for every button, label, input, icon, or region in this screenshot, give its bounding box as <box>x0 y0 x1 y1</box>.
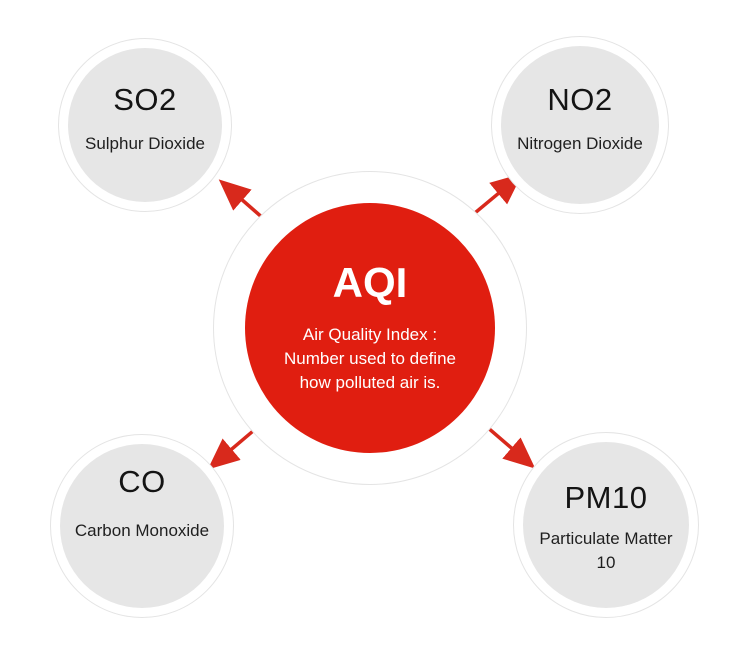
aqi-description-line-3: how polluted air is. <box>299 373 441 392</box>
pm10-title: PM10 <box>564 480 648 515</box>
no2-title: NO2 <box>547 82 613 117</box>
pm10-subtitle-line-1: Particulate Matter <box>539 529 673 548</box>
co-subtitle: Carbon Monoxide <box>74 521 210 540</box>
aqi-title: AQI <box>332 259 408 306</box>
pm10-node: PM10 Particulate Matter 10 <box>523 442 689 608</box>
so2-subtitle: Sulphur Dioxide <box>84 134 205 153</box>
aqi-description-line-1: Air Quality Index : <box>302 325 438 344</box>
no2-subtitle: Nitrogen Dioxide <box>517 134 643 153</box>
co-node: CO Carbon Monoxide <box>60 444 224 608</box>
pm10-subtitle-line-2: 10 <box>596 553 616 572</box>
no2-node: NO2 Nitrogen Dioxide <box>501 46 659 204</box>
so2-node: SO2 Sulphur Dioxide <box>68 48 222 202</box>
aqi-description-line-2: Number used to define <box>284 349 456 368</box>
co-title: CO <box>118 464 166 499</box>
aqi-center-node: AQI Air Quality Index : Number used to d… <box>245 203 495 453</box>
so2-title: SO2 <box>113 82 177 117</box>
